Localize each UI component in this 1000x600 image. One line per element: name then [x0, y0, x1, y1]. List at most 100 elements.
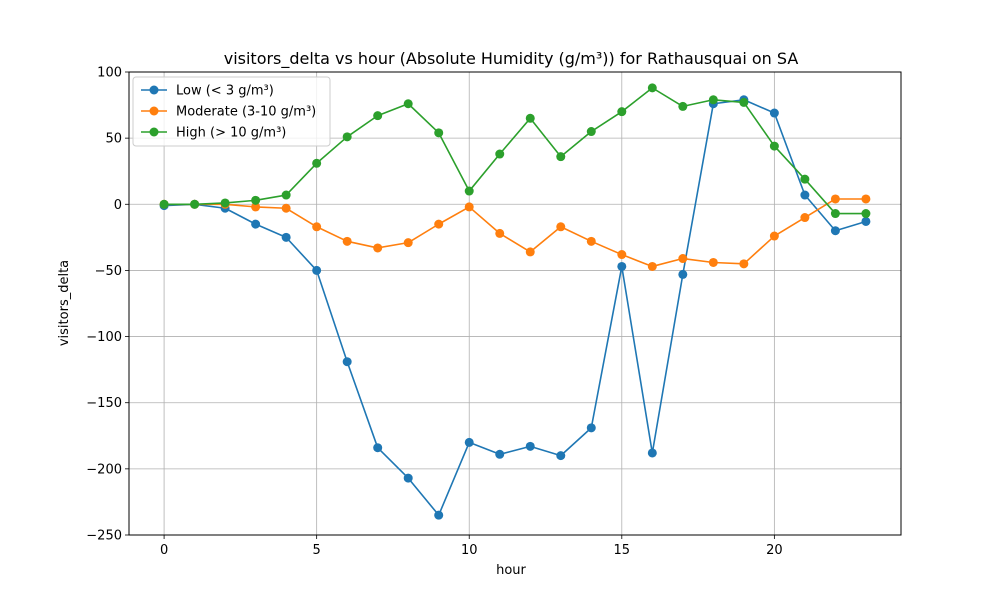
data-point	[434, 219, 444, 229]
y-tick-label: 0	[114, 198, 122, 213]
data-point	[800, 174, 810, 184]
data-point	[312, 158, 322, 168]
series-layer	[159, 83, 871, 520]
y-tick-label: −250	[86, 529, 122, 544]
data-point	[281, 203, 291, 213]
data-point	[434, 510, 444, 520]
data-point	[342, 357, 352, 367]
data-point	[525, 113, 535, 123]
y-tick-label: 100	[97, 66, 122, 81]
y-tick-label: −50	[95, 264, 122, 279]
data-point	[342, 236, 352, 246]
y-tick-label: −200	[86, 462, 122, 477]
legend-item: Low (< 3 g/m³)	[141, 84, 274, 99]
data-point	[647, 261, 657, 271]
legend-swatch-marker	[149, 106, 159, 116]
data-point	[678, 269, 688, 279]
data-point	[769, 141, 779, 151]
y-axis-ticks: −250 −200 −150 −100 −50 0 50 100	[86, 66, 129, 544]
data-point	[464, 186, 474, 196]
data-point	[617, 250, 627, 260]
data-point	[251, 219, 261, 229]
data-point	[373, 111, 383, 121]
data-point	[434, 128, 444, 138]
data-point	[495, 449, 505, 459]
data-point	[678, 254, 688, 264]
data-point	[708, 257, 718, 267]
x-tick-label: 5	[313, 543, 321, 558]
data-point	[403, 473, 413, 483]
data-point	[586, 423, 596, 433]
data-point	[708, 95, 718, 105]
grid	[129, 71, 901, 536]
legend-swatch-marker	[149, 85, 159, 95]
data-point	[373, 243, 383, 253]
data-point	[525, 247, 535, 257]
data-point	[312, 265, 322, 275]
data-point	[159, 199, 169, 209]
x-tick-label: 10	[461, 543, 478, 558]
data-point	[586, 236, 596, 246]
data-point	[769, 108, 779, 118]
legend-label: High (> 10 g/m³)	[176, 126, 286, 141]
data-point	[769, 231, 779, 241]
series-line	[164, 98, 867, 516]
data-point	[830, 194, 840, 204]
y-tick-label: −150	[86, 396, 122, 411]
data-point	[464, 202, 474, 212]
data-point	[800, 190, 810, 200]
data-point	[251, 195, 261, 205]
data-point	[556, 152, 566, 162]
data-point	[251, 202, 261, 212]
data-point	[800, 213, 810, 223]
data-point	[647, 448, 657, 458]
x-axis-ticks: 0 5 10 15 20	[160, 535, 783, 558]
data-point	[190, 199, 200, 209]
y-axis-label: visitors_delta	[57, 260, 72, 346]
x-axis-label: hour	[496, 563, 526, 578]
y-tick-label: −100	[86, 330, 122, 345]
data-point	[495, 228, 505, 238]
data-point	[403, 238, 413, 248]
y-tick-label: 50	[105, 132, 122, 147]
chart-title: visitors_delta vs hour (Absolute Humidit…	[224, 49, 799, 69]
x-tick-label: 0	[160, 543, 168, 558]
legend-item: Moderate (3-10 g/m³)	[141, 105, 316, 120]
data-point	[861, 209, 871, 219]
data-point	[403, 99, 413, 109]
legend-item: High (> 10 g/m³)	[141, 126, 286, 141]
data-point	[617, 261, 627, 271]
data-point	[464, 437, 474, 447]
legend-swatch-marker	[149, 127, 159, 137]
data-point	[495, 149, 505, 159]
plot-area-frame	[128, 71, 902, 536]
data-point	[342, 132, 352, 142]
x-tick-label: 15	[614, 543, 631, 558]
data-point	[281, 190, 291, 200]
data-point	[617, 107, 627, 117]
data-point	[525, 441, 535, 451]
series-line	[164, 198, 866, 268]
data-point	[586, 127, 596, 137]
data-point	[220, 198, 230, 208]
x-tick-label: 20	[766, 543, 783, 558]
data-point	[556, 451, 566, 461]
legend: Low (< 3 g/m³) Moderate (3-10 g/m³) High (…	[132, 76, 331, 147]
data-point	[373, 443, 383, 453]
legend-label: Moderate (3-10 g/m³)	[176, 105, 316, 120]
legend-label: Low (< 3 g/m³)	[176, 84, 274, 99]
series-1	[159, 95, 871, 520]
data-point	[739, 97, 749, 107]
data-point	[861, 194, 871, 204]
data-point	[556, 222, 566, 232]
data-point	[647, 83, 657, 93]
data-point	[861, 216, 871, 226]
data-point	[830, 209, 840, 219]
series-3	[159, 83, 871, 219]
data-point	[739, 259, 749, 269]
data-point	[830, 226, 840, 236]
data-point	[312, 222, 322, 232]
data-point	[281, 232, 291, 242]
data-point	[678, 101, 688, 111]
